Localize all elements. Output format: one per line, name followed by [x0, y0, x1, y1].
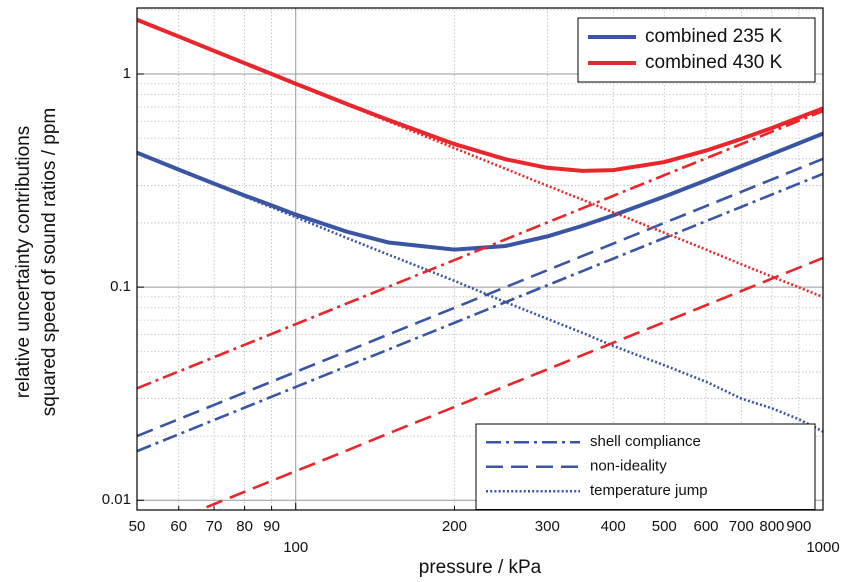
series-line — [137, 109, 823, 390]
y-tick-label: 1 — [123, 65, 131, 82]
series-line — [137, 18, 823, 299]
x-tick-label: 70 — [206, 518, 223, 535]
x-tick-label: 700 — [729, 518, 754, 535]
x-tick-label: 1000 — [806, 539, 839, 556]
series-line — [137, 151, 823, 433]
series-line — [137, 131, 823, 252]
legend-label: combined 235 K — [645, 26, 783, 47]
x-tick-label: 900 — [786, 518, 811, 535]
y-axis-title: relative uncertainty contributions — [13, 126, 34, 398]
y-tick-label: 0.1 — [110, 278, 131, 295]
series-line — [137, 17, 823, 173]
series-line — [196, 256, 823, 510]
x-axis-title: pressure / kPa — [419, 557, 542, 578]
legend-label: shell compliance — [590, 433, 701, 450]
x-tick-label: 100 — [283, 539, 308, 556]
x-tick-label: 800 — [759, 518, 784, 535]
x-tick-label: 50 — [129, 518, 146, 535]
legend-label: temperature jump — [590, 482, 708, 499]
legend-label: combined 430 K — [645, 52, 783, 73]
series-line — [137, 157, 823, 438]
legend-box — [475, 423, 816, 510]
y-axis-title: squared speed of sound ratios / ppm — [39, 108, 60, 416]
x-tick-label: 90 — [263, 518, 280, 535]
x-tick-label: 200 — [442, 518, 467, 535]
y-tick-label: 0.01 — [102, 491, 131, 508]
x-tick-label: 300 — [535, 518, 560, 535]
series-line — [137, 172, 823, 453]
x-tick-label: 600 — [694, 518, 719, 535]
x-tick-label: 500 — [652, 518, 677, 535]
x-tick-label: 400 — [601, 518, 626, 535]
legend-box — [577, 17, 816, 83]
x-tick-label: 80 — [236, 518, 253, 535]
x-tick-label: 60 — [170, 518, 187, 535]
legend-label: non-ideality — [590, 458, 667, 475]
